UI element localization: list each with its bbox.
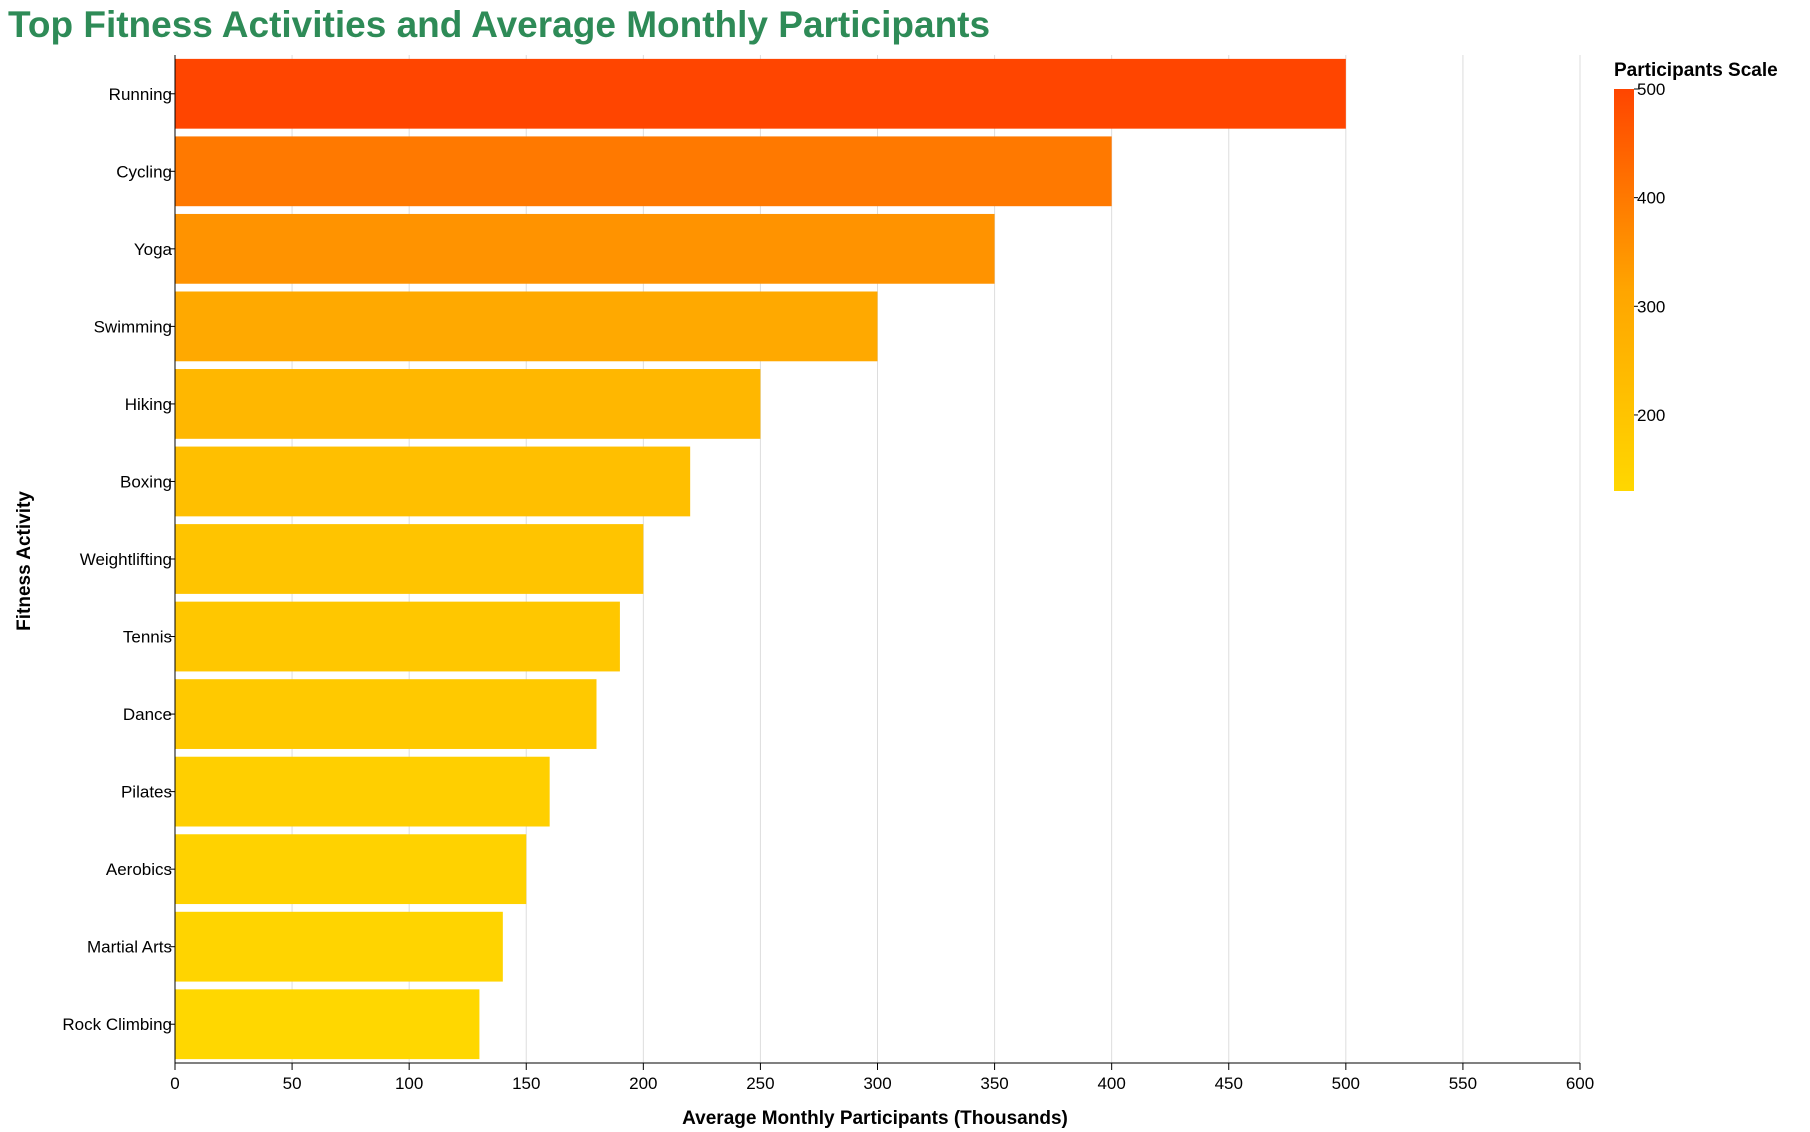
y-tick-label: Weightlifting bbox=[80, 550, 172, 569]
bar-pilates bbox=[175, 756, 550, 827]
y-tick-label: Martial Arts bbox=[87, 938, 172, 957]
bar-hiking bbox=[175, 369, 761, 439]
y-tick-label: Tennis bbox=[123, 628, 172, 647]
y-axis-title: Fitness Activity bbox=[14, 491, 35, 631]
y-tick-label: Cycling bbox=[116, 162, 172, 181]
legend-tick-label: 200 bbox=[1637, 406, 1665, 425]
bar-boxing bbox=[175, 446, 691, 517]
bar-swimming bbox=[175, 291, 878, 362]
x-tick-label: 450 bbox=[1215, 1074, 1243, 1093]
bar-weightlifting bbox=[175, 524, 644, 594]
chart-title: Top Fitness Activities and Average Month… bbox=[8, 4, 991, 45]
bar-tennis bbox=[175, 601, 620, 672]
bar-yoga bbox=[175, 213, 995, 284]
x-tick-label: 0 bbox=[170, 1074, 179, 1093]
y-tick-label: Pilates bbox=[121, 783, 172, 802]
y-tick-label: Hiking bbox=[125, 395, 172, 414]
x-tick-label: 300 bbox=[863, 1074, 891, 1093]
legend-ticks: 200 300 400 500 bbox=[1634, 80, 1665, 425]
x-tick-label: 100 bbox=[395, 1074, 423, 1093]
x-axis-ticks: 0 50 100 150 200 250 300 350 400 450 500 550 600 bbox=[170, 1063, 1594, 1093]
legend-tick-label: 400 bbox=[1637, 189, 1665, 208]
x-tick-label: 400 bbox=[1097, 1074, 1125, 1093]
y-tick-label: Running bbox=[109, 85, 172, 104]
x-tick-label: 350 bbox=[980, 1074, 1008, 1093]
y-tick-label: Rock Climbing bbox=[62, 1015, 172, 1034]
x-tick-label: 200 bbox=[629, 1074, 657, 1093]
bar-running bbox=[175, 58, 1346, 129]
bar-martial-arts bbox=[175, 911, 503, 982]
y-tick-label: Swimming bbox=[94, 317, 172, 336]
x-tick-label: 250 bbox=[746, 1074, 774, 1093]
color-legend: Participants Scale 200 300 400 500 bbox=[1614, 60, 1778, 491]
x-tick-label: 550 bbox=[1449, 1074, 1477, 1093]
x-tick-label: 500 bbox=[1332, 1074, 1360, 1093]
legend-gradient-bar bbox=[1614, 89, 1634, 491]
bar-cycling bbox=[175, 136, 1112, 207]
legend-tick-label: 300 bbox=[1637, 297, 1665, 316]
y-axis-ticks: Running Cycling Yoga Swimming Hiking Boxing We… bbox=[62, 85, 175, 1034]
x-tick-label: 600 bbox=[1566, 1074, 1594, 1093]
bar-dance bbox=[175, 679, 597, 749]
legend-title: Participants Scale bbox=[1614, 60, 1778, 81]
y-tick-label: Yoga bbox=[134, 240, 173, 259]
y-tick-label: Aerobics bbox=[106, 860, 172, 879]
legend-tick-label: 500 bbox=[1637, 80, 1665, 99]
bar-rock-climbing bbox=[175, 989, 480, 1060]
x-tick-label: 50 bbox=[283, 1074, 302, 1093]
x-axis-title: Average Monthly Participants (Thousands) bbox=[682, 1108, 1068, 1129]
x-tick-label: 150 bbox=[512, 1074, 540, 1093]
bars bbox=[175, 58, 1346, 1060]
bar-aerobics bbox=[175, 834, 527, 905]
y-tick-label: Dance bbox=[123, 705, 172, 724]
y-tick-label: Boxing bbox=[120, 472, 172, 491]
